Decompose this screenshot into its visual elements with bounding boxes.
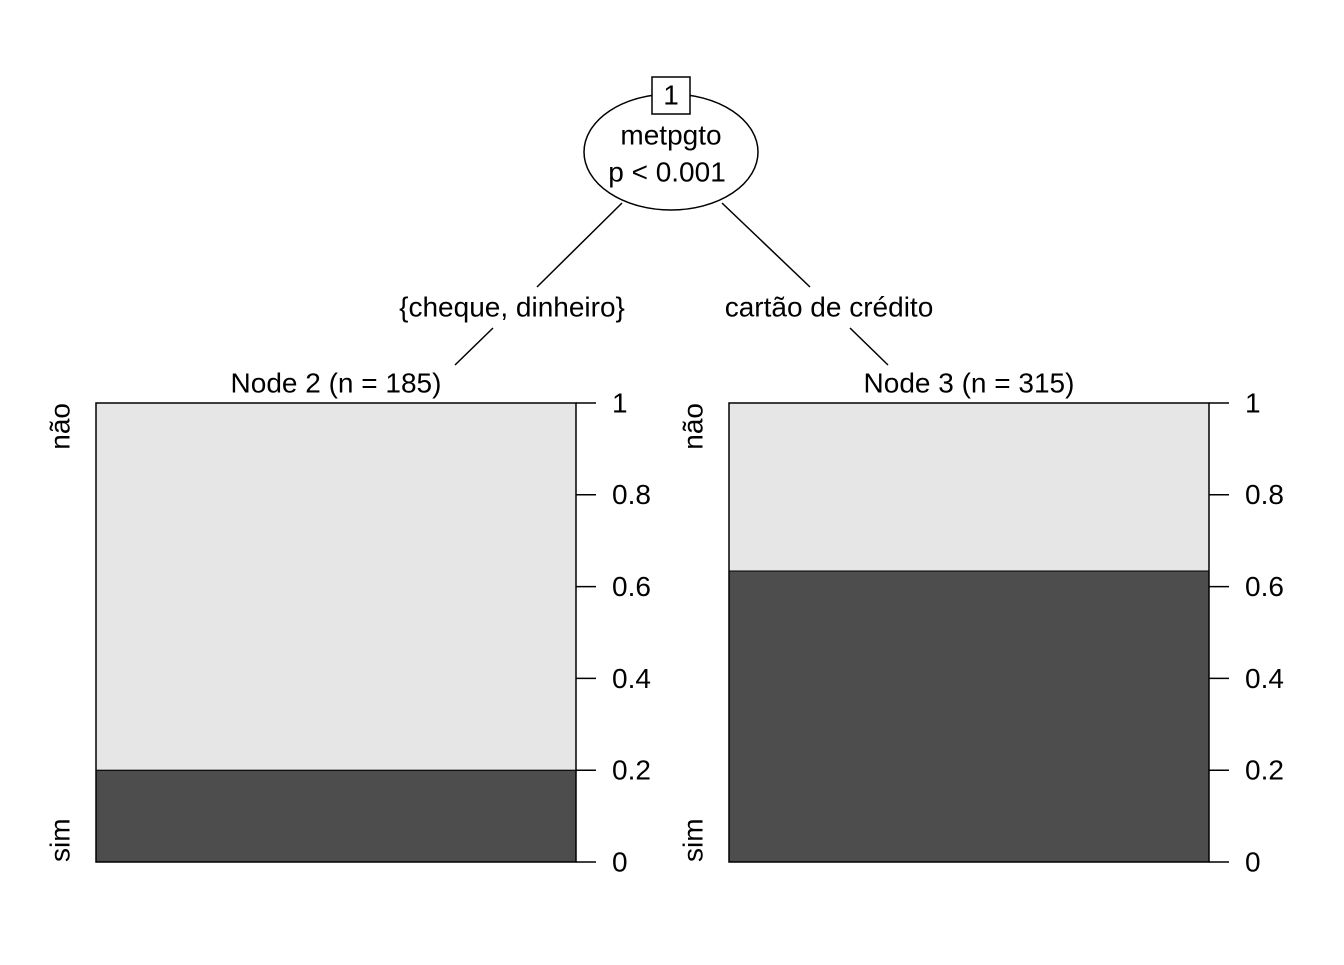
y-tick-label: 1 [1245,387,1261,418]
bar-segment [95,769,577,863]
panel-title: Node 2 (n = 185) [231,367,442,398]
y-tick-label: 0 [1245,846,1261,877]
class-label: sim [44,818,75,862]
node-p-value: p < 0.001 [608,156,726,187]
y-tick-label: 0.6 [1245,571,1284,602]
node-id: 1 [663,79,679,110]
node-id-box [651,76,691,115]
panel-frame [728,402,1210,863]
panel-title: Node 3 (n = 315) [864,367,1075,398]
class-label: sim [677,818,708,862]
y-tick-label: 0.6 [612,571,651,602]
y-tick-label: 0.4 [1245,663,1284,694]
y-tick-label: 0.2 [612,755,651,786]
node-variable: metpgto [620,119,721,150]
bar-segment [728,402,1210,572]
y-tick-label: 0.4 [612,663,651,694]
edge [721,202,811,288]
y-tick-label: 0.2 [1245,755,1284,786]
bar-segment [728,570,1210,863]
panel-frame [95,402,577,863]
class-label: não [44,403,75,450]
y-tick-label: 0.8 [1245,479,1284,510]
y-tick-label: 1 [612,387,628,418]
edge [849,327,889,366]
edge-label: {cheque, dinheiro} [399,291,625,322]
y-tick-label: 0 [612,846,628,877]
bar-segment [95,402,577,771]
class-label: não [677,403,708,450]
edge [454,327,494,366]
edge [536,202,623,288]
y-tick-label: 0.8 [612,479,651,510]
edge-label: cartão de crédito [725,291,934,322]
